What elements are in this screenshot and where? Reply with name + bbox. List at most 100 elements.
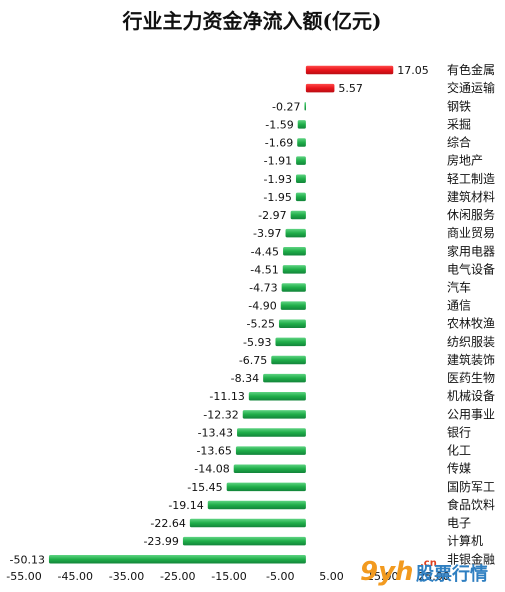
category-label-15: 纺织服装 xyxy=(447,335,495,349)
bar-3 xyxy=(297,120,306,129)
bar-19 xyxy=(242,410,306,419)
bar-1 xyxy=(305,83,335,93)
bar-7 xyxy=(295,192,306,202)
value-label-7: -1.95 xyxy=(263,191,291,204)
bar-9 xyxy=(285,228,306,238)
bar-13 xyxy=(280,301,306,310)
bar-21 xyxy=(235,446,306,455)
watermark-dot-cn: .cn xyxy=(420,558,437,569)
value-label-6: -1.93 xyxy=(264,173,292,186)
bar-15 xyxy=(275,337,306,347)
value-label-24: -19.14 xyxy=(168,499,203,512)
bar-0 xyxy=(305,65,394,75)
category-label-7: 建筑材料 xyxy=(447,189,495,204)
x-tick-8: 25.00 xyxy=(418,570,450,583)
category-label-19: 公用事业 xyxy=(447,407,495,421)
value-label-3: -1.59 xyxy=(265,118,293,131)
category-label-18: 机械设备 xyxy=(447,388,495,403)
bar-2 xyxy=(304,102,306,111)
value-label-21: -13.65 xyxy=(196,445,231,458)
bar-16 xyxy=(271,355,306,365)
bar-27 xyxy=(48,555,306,564)
bar-4 xyxy=(297,138,306,147)
category-label-25: 电子 xyxy=(447,516,471,530)
value-label-22: -14.08 xyxy=(194,463,229,476)
x-tick-7: 15.00 xyxy=(367,570,399,583)
value-label-2: -0.27 xyxy=(272,100,300,113)
value-label-12: -4.73 xyxy=(249,282,277,295)
category-label-5: 房地产 xyxy=(447,153,483,168)
category-label-0: 有色金属 xyxy=(447,62,495,77)
category-label-21: 化工 xyxy=(447,444,471,458)
value-label-25: -22.64 xyxy=(150,517,185,530)
x-tick-6: 5.00 xyxy=(319,570,344,583)
bar-20 xyxy=(237,428,306,437)
x-tick-2: -35.00 xyxy=(109,570,144,583)
value-label-4: -1.69 xyxy=(265,137,293,150)
category-label-12: 汽车 xyxy=(447,280,471,295)
x-tick-0: -55.00 xyxy=(6,570,41,583)
category-label-1: 交通运输 xyxy=(447,80,495,95)
watermark: 9yh .cn 股票行情 xyxy=(360,557,488,587)
bar-5 xyxy=(296,156,306,165)
value-label-19: -12.32 xyxy=(203,408,238,421)
value-label-18: -11.13 xyxy=(209,390,244,403)
value-label-15: -5.93 xyxy=(243,336,271,349)
bar-26 xyxy=(182,536,306,546)
bars-group xyxy=(48,65,394,564)
category-label-22: 传媒 xyxy=(447,461,471,476)
value-label-14: -5.25 xyxy=(247,318,275,331)
bar-11 xyxy=(282,265,306,274)
bar-18 xyxy=(248,391,306,401)
value-label-13: -4.90 xyxy=(248,300,276,313)
category-label-13: 通信 xyxy=(447,299,471,313)
x-tick-4: -15.00 xyxy=(211,570,246,583)
category-label-6: 轻工制造 xyxy=(447,172,495,186)
value-label-20: -13.43 xyxy=(198,426,233,439)
category-label-16: 建筑装饰 xyxy=(447,352,495,367)
bar-12 xyxy=(281,283,306,292)
value-label-8: -2.97 xyxy=(258,209,286,222)
watermark-logo: 9yh xyxy=(360,557,414,587)
value-label-23: -15.45 xyxy=(187,481,222,494)
category-label-9: 商业贸易 xyxy=(447,225,495,240)
category-label-24: 食品饮料 xyxy=(447,497,495,512)
value-label-26: -23.99 xyxy=(143,535,178,548)
category-label-8: 休闲服务 xyxy=(447,207,495,222)
category-label-11: 电气设备 xyxy=(447,261,495,276)
x-tick-1: -45.00 xyxy=(58,570,93,583)
chart-title: 行业主力资金净流入额(亿元) xyxy=(122,9,382,33)
bar-24 xyxy=(207,500,306,510)
category-label-14: 农林牧渔 xyxy=(447,317,495,331)
category-label-2: 钢铁 xyxy=(447,99,471,113)
value-label-27: -50.13 xyxy=(9,553,44,566)
category-label-10: 家用电器 xyxy=(447,243,495,258)
category-labels-group: 有色金属交通运输钢铁采掘综合房地产轻工制造建筑材料休闲服务商业贸易家用电器电气设… xyxy=(447,62,495,566)
bar-17 xyxy=(263,373,306,383)
category-label-27: 非银金融 xyxy=(447,551,495,566)
value-label-0: 17.05 xyxy=(397,64,429,77)
bar-23 xyxy=(226,482,306,492)
bar-6 xyxy=(295,174,306,184)
bar-25 xyxy=(189,518,306,528)
value-label-5: -1.91 xyxy=(264,155,292,168)
bar-8 xyxy=(290,210,306,220)
category-label-20: 银行 xyxy=(447,425,471,439)
category-label-26: 计算机 xyxy=(447,533,483,548)
category-label-23: 国防军工 xyxy=(447,479,495,494)
value-labels-group: 17.05 5.57 -0.27 -1.59 -1.69 -1.91 -1.93 -1.95 -… xyxy=(9,64,428,566)
watermark-text: 股票行情 xyxy=(415,563,488,585)
x-tick-5: -5.00 xyxy=(266,570,294,583)
category-label-3: 采掘 xyxy=(447,116,471,131)
bar-14 xyxy=(278,319,306,328)
value-label-1: 5.57 xyxy=(338,82,363,95)
x-axis-ticks: -55.00 -45.00 -35.00 -25.00 -15.00 -5.00 5.00 1… xyxy=(6,570,449,583)
value-label-9: -3.97 xyxy=(253,227,281,240)
bar-22 xyxy=(233,464,306,473)
value-label-16: -6.75 xyxy=(239,354,267,367)
category-label-4: 综合 xyxy=(447,135,471,150)
value-label-17: -8.34 xyxy=(231,372,259,385)
category-label-17: 医药生物 xyxy=(447,371,495,385)
value-label-11: -4.51 xyxy=(250,263,278,276)
